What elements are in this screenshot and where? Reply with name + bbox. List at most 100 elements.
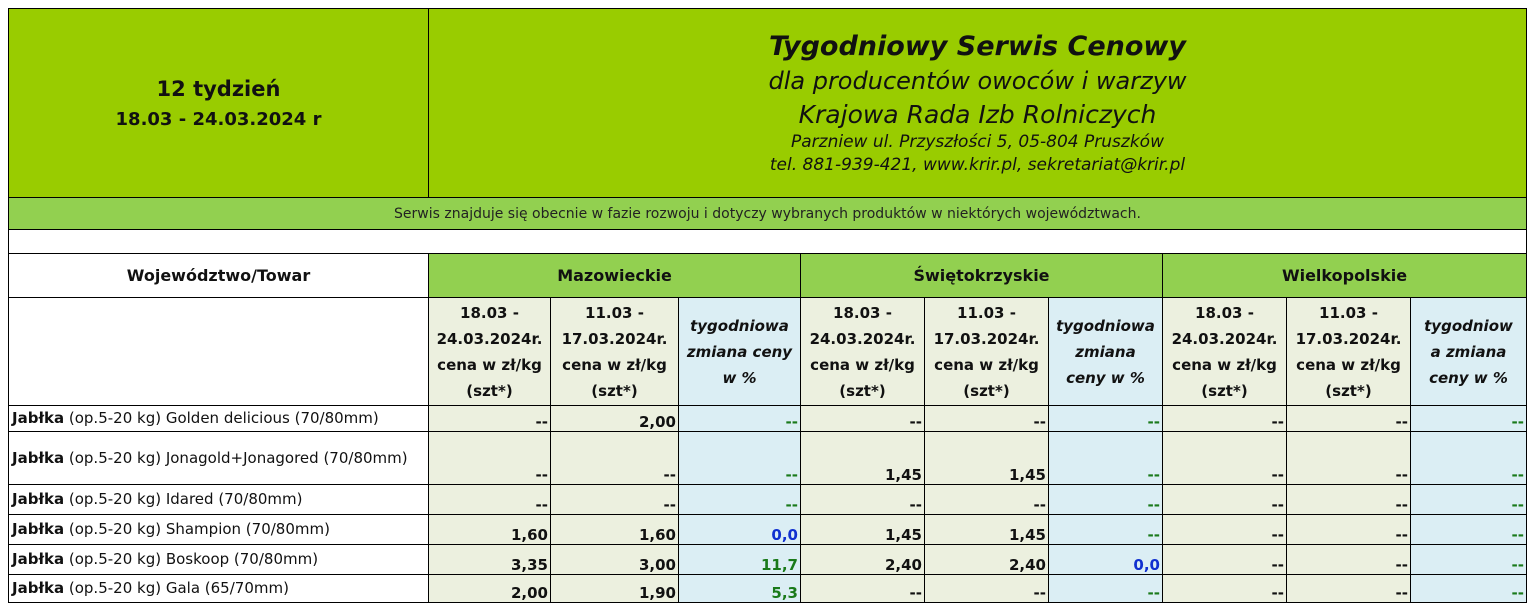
- subheader-line: cena w zł/kg: [1172, 355, 1277, 374]
- table-row: Jabłka (op.5-20 kg) Boskoop (70/80mm) 3,3…: [8, 544, 1527, 575]
- organization-contact: tel. 881-939-421, www.krir.pl, sekretari…: [769, 155, 1186, 176]
- price-cell: --: [800, 484, 925, 515]
- product-detail: (op.5-20 kg) Jonagold+Jonagored (70/80mm…: [64, 448, 408, 467]
- subheader-line: cena w zł/kg: [1296, 355, 1401, 374]
- corner-header: Województwo/Towar: [8, 253, 429, 298]
- weekly-change-cell: --: [678, 484, 801, 515]
- product-name: Jabłka (op.5-20 kg) Jonagold+Jonagored (…: [8, 431, 429, 485]
- subheader-line: 18.03 -: [460, 303, 519, 322]
- weekly-change-cell: --: [678, 405, 801, 432]
- product-category: Jabłka: [12, 550, 65, 568]
- price-cell: --: [428, 405, 551, 432]
- column-subheaders: 18.03 - 24.03.2024r. cena w zł/kg (szt*) 11.…: [8, 297, 1527, 406]
- product-name: Jabłka (op.5-20 kg) Shampion (70/80mm): [8, 514, 429, 545]
- table-row: Jabłka (op.5-20 kg) Gala (65/70mm) 2,00 1,…: [8, 574, 1527, 603]
- subheader-line: (szt*): [963, 381, 1010, 400]
- price-cell: --: [1286, 431, 1411, 485]
- product-name: Jabłka (op.5-20 kg) Gala (65/70mm): [8, 574, 429, 603]
- subheader-line: cena w zł/kg: [437, 355, 542, 374]
- product-name: Jabłka (op.5-20 kg) Idared (70/80mm): [8, 484, 429, 515]
- subheader-weekly-change-2: tygodniowa zmiana ceny w %: [678, 297, 801, 406]
- weekly-change-cell: --: [1048, 574, 1163, 603]
- price-cell: --: [428, 484, 551, 515]
- price-cell: 1,90: [550, 574, 679, 603]
- subheader-line: ceny w %: [1429, 368, 1508, 387]
- subheader-line: (szt*): [1201, 381, 1248, 400]
- price-cell: --: [1162, 574, 1287, 603]
- price-cell: --: [1286, 514, 1411, 545]
- price-cell: --: [1286, 544, 1411, 575]
- price-cell: 1,45: [924, 431, 1049, 485]
- price-cell: 1,60: [550, 514, 679, 545]
- table-row: Jabłka (op.5-20 kg) Jonagold+Jonagored (…: [8, 431, 1527, 485]
- subheader-line: zmiana ceny: [686, 342, 793, 361]
- weekly-change-cell: --: [1410, 514, 1527, 545]
- weekly-change-cell: 0,0: [1048, 544, 1163, 575]
- subheader-line: tygodniow: [1424, 316, 1513, 335]
- price-cell: --: [550, 431, 679, 485]
- price-cell: --: [1162, 431, 1287, 485]
- subheader-price-7: 11.03 - 17.03.2024r. cena w zł/kg (szt*): [1286, 297, 1411, 406]
- subheader-line: cena w zł/kg: [810, 355, 915, 374]
- subheader-weekly-change-5: tygodniowa zmiana ceny w %: [1048, 297, 1163, 406]
- weekly-change-cell: 11,7: [678, 544, 801, 575]
- price-cell: --: [550, 484, 679, 515]
- price-cell: --: [1162, 405, 1287, 432]
- product-detail: (op.5-20 kg) Golden delicious (70/80mm): [64, 409, 379, 427]
- subheader-line: 18.03 -: [833, 303, 892, 322]
- subheader-line: (szt*): [466, 381, 513, 400]
- price-cell: --: [924, 405, 1049, 432]
- subheader-line: tygodniowa: [1056, 316, 1155, 335]
- price-sheet: 12 tydzień 18.03 - 24.03.2024 r Tygodnio…: [8, 8, 1527, 603]
- spacer-row: [8, 229, 1527, 254]
- subheader-line: 24.03.2024r.: [1171, 329, 1278, 348]
- subheader-price-1: 11.03 - 17.03.2024r. cena w zł/kg (szt*): [550, 297, 679, 406]
- week-dates: 18.03 - 24.03.2024 r: [115, 108, 322, 130]
- product-detail: (op.5-20 kg) Idared (70/80mm): [64, 490, 303, 508]
- subheader-line: 24.03.2024r.: [809, 329, 916, 348]
- subheader-line: 18.03 -: [1195, 303, 1254, 322]
- price-cell: --: [1286, 484, 1411, 515]
- table-row: Jabłka (op.5-20 kg) Shampion (70/80mm) 1,…: [8, 514, 1527, 545]
- subheader-line: cena w zł/kg: [934, 355, 1039, 374]
- subheader-blank: [8, 297, 429, 406]
- price-cell: 2,00: [428, 574, 551, 603]
- subheader-line: cena w zł/kg: [562, 355, 667, 374]
- price-cell: --: [1286, 405, 1411, 432]
- weekly-change-cell: --: [1410, 544, 1527, 575]
- price-cell: 1,45: [800, 431, 925, 485]
- notice-banner: Serwis znajduje się obecnie w fazie rozw…: [8, 197, 1527, 230]
- price-cell: 2,40: [800, 544, 925, 575]
- subheader-price-0: 18.03 - 24.03.2024r. cena w zł/kg (szt*): [428, 297, 551, 406]
- product-category: Jabłka: [12, 579, 65, 597]
- product-detail: (op.5-20 kg) Boskoop (70/80mm): [64, 550, 319, 568]
- product-name: Jabłka (op.5-20 kg) Golden delicious (70…: [8, 405, 429, 432]
- subheader-line: (szt*): [839, 381, 886, 400]
- subheader-line: 17.03.2024r.: [933, 329, 1040, 348]
- subheader-line: 11.03 -: [1319, 303, 1378, 322]
- subheader-line: (szt*): [1325, 381, 1372, 400]
- subheader-line: 17.03.2024r.: [561, 329, 668, 348]
- price-cell: 2,00: [550, 405, 679, 432]
- page-title: Tygodniowy Serwis Cenowy: [769, 30, 1186, 62]
- page-subtitle: dla producentów owoców i warzyw: [768, 67, 1187, 96]
- product-category: Jabłka: [12, 520, 65, 538]
- subheader-line: 24.03.2024r.: [436, 329, 543, 348]
- weekly-change-cell: --: [1410, 484, 1527, 515]
- price-cell: 3,35: [428, 544, 551, 575]
- product-category: Jabłka: [12, 448, 65, 467]
- price-cell: --: [800, 574, 925, 603]
- price-cell: --: [800, 405, 925, 432]
- price-cell: --: [428, 431, 551, 485]
- subheader-line: tygodniowa: [690, 316, 789, 335]
- weekly-change-cell: --: [1410, 405, 1527, 432]
- subheader-price-3: 18.03 - 24.03.2024r. cena w zł/kg (szt*): [800, 297, 925, 406]
- region-header-wielkopolskie: Wielkopolskie: [1162, 253, 1527, 298]
- subheader-line: ceny w %: [1066, 368, 1145, 387]
- region-header-swietokrzyskie: Świętokrzyskie: [800, 253, 1163, 298]
- price-cell: 3,00: [550, 544, 679, 575]
- organization-address: Parzniew ul. Przyszłości 5, 05-804 Prusz…: [791, 132, 1164, 153]
- week-cell: 12 tydzień 18.03 - 24.03.2024 r: [8, 8, 429, 198]
- product-detail: (op.5-20 kg) Shampion (70/80mm): [64, 520, 330, 538]
- organization-name: Krajowa Rada Izb Rolniczych: [798, 99, 1157, 129]
